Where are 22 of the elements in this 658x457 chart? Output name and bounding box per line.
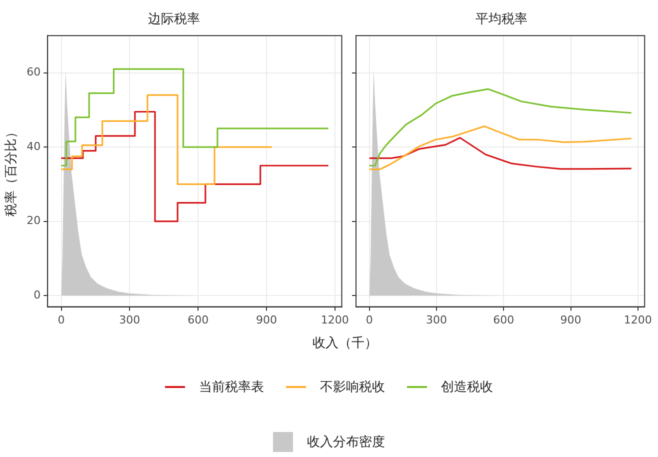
y-axis-title: 税率（百分比） xyxy=(3,126,20,217)
y-tick-label: 20 xyxy=(26,214,41,228)
x-tick-label: 300 xyxy=(426,313,448,326)
x-tick-label: 900 xyxy=(256,313,277,326)
legend-label: 当前税率表 xyxy=(199,379,264,396)
y-tick-label: 0 xyxy=(34,288,41,302)
x-tick-label: 300 xyxy=(119,313,140,326)
x-tick-label: 1200 xyxy=(624,313,652,326)
x-tick-label: 1200 xyxy=(320,313,349,326)
chart-title: 边际税率 xyxy=(148,11,200,28)
chart-title: 平均税率 xyxy=(476,11,528,28)
x-tick-label: 600 xyxy=(493,313,514,326)
x-tick-label: 600 xyxy=(188,313,209,326)
legend-label: 创造税收 xyxy=(441,379,493,396)
y-tick-label: 40 xyxy=(26,140,41,153)
x-axis-title: 收入（千） xyxy=(312,335,378,352)
x-tick-label: 0 xyxy=(58,313,65,326)
legend-label: 不影响税收 xyxy=(320,379,385,396)
x-tick-label: 0 xyxy=(366,313,373,326)
legend-label: 收入分布密度 xyxy=(307,434,385,451)
y-tick-label: 60 xyxy=(26,66,41,79)
x-tick-label: 900 xyxy=(560,313,582,326)
